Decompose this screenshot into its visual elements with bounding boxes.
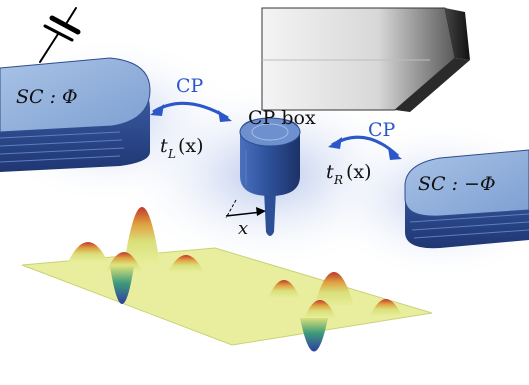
peak-1: [68, 242, 108, 262]
sc-right-label: SC : −Φ: [418, 173, 496, 195]
superconductor-right: [404, 149, 529, 249]
superconductor-left: [0, 57, 151, 172]
svg-text:t: t: [160, 135, 168, 157]
dip-2: [300, 318, 328, 352]
cp-box-label: CP box: [248, 107, 316, 129]
tunnel-left-label: t L (x): [160, 135, 204, 161]
peak-7: [304, 300, 336, 318]
cp-arrow-left-head-b: [218, 110, 232, 122]
cp-arrow-right-head-b: [388, 148, 402, 160]
svg-text:t: t: [326, 161, 334, 183]
peak-5: [268, 280, 300, 298]
svg-text:(x): (x): [178, 135, 204, 157]
gate-electrode-icon: [261, 7, 470, 112]
tunnel-right-label: t R (x): [326, 161, 372, 187]
battery-symbol-icon: [39, 7, 81, 63]
peak-2: [124, 207, 160, 264]
cp-arrow-right-head-a: [328, 137, 342, 149]
x-axis-arrow: [225, 199, 266, 219]
density-dips: [110, 266, 328, 352]
svg-text:R: R: [333, 173, 343, 187]
peak-6: [314, 272, 354, 306]
svg-text:L: L: [167, 147, 176, 161]
cp-right-label: CP: [368, 119, 396, 141]
cp-left-label: CP: [176, 75, 204, 97]
peak-8: [370, 299, 402, 316]
peak-4: [168, 255, 204, 272]
sc-left-label: SC : Φ: [16, 86, 78, 108]
cp-arrow-left-head-a: [150, 104, 164, 116]
dip-1: [110, 266, 134, 304]
axis-x-label: x: [238, 218, 248, 239]
stm-tip-icon: [239, 117, 301, 236]
svg-text:(x): (x): [346, 161, 372, 183]
